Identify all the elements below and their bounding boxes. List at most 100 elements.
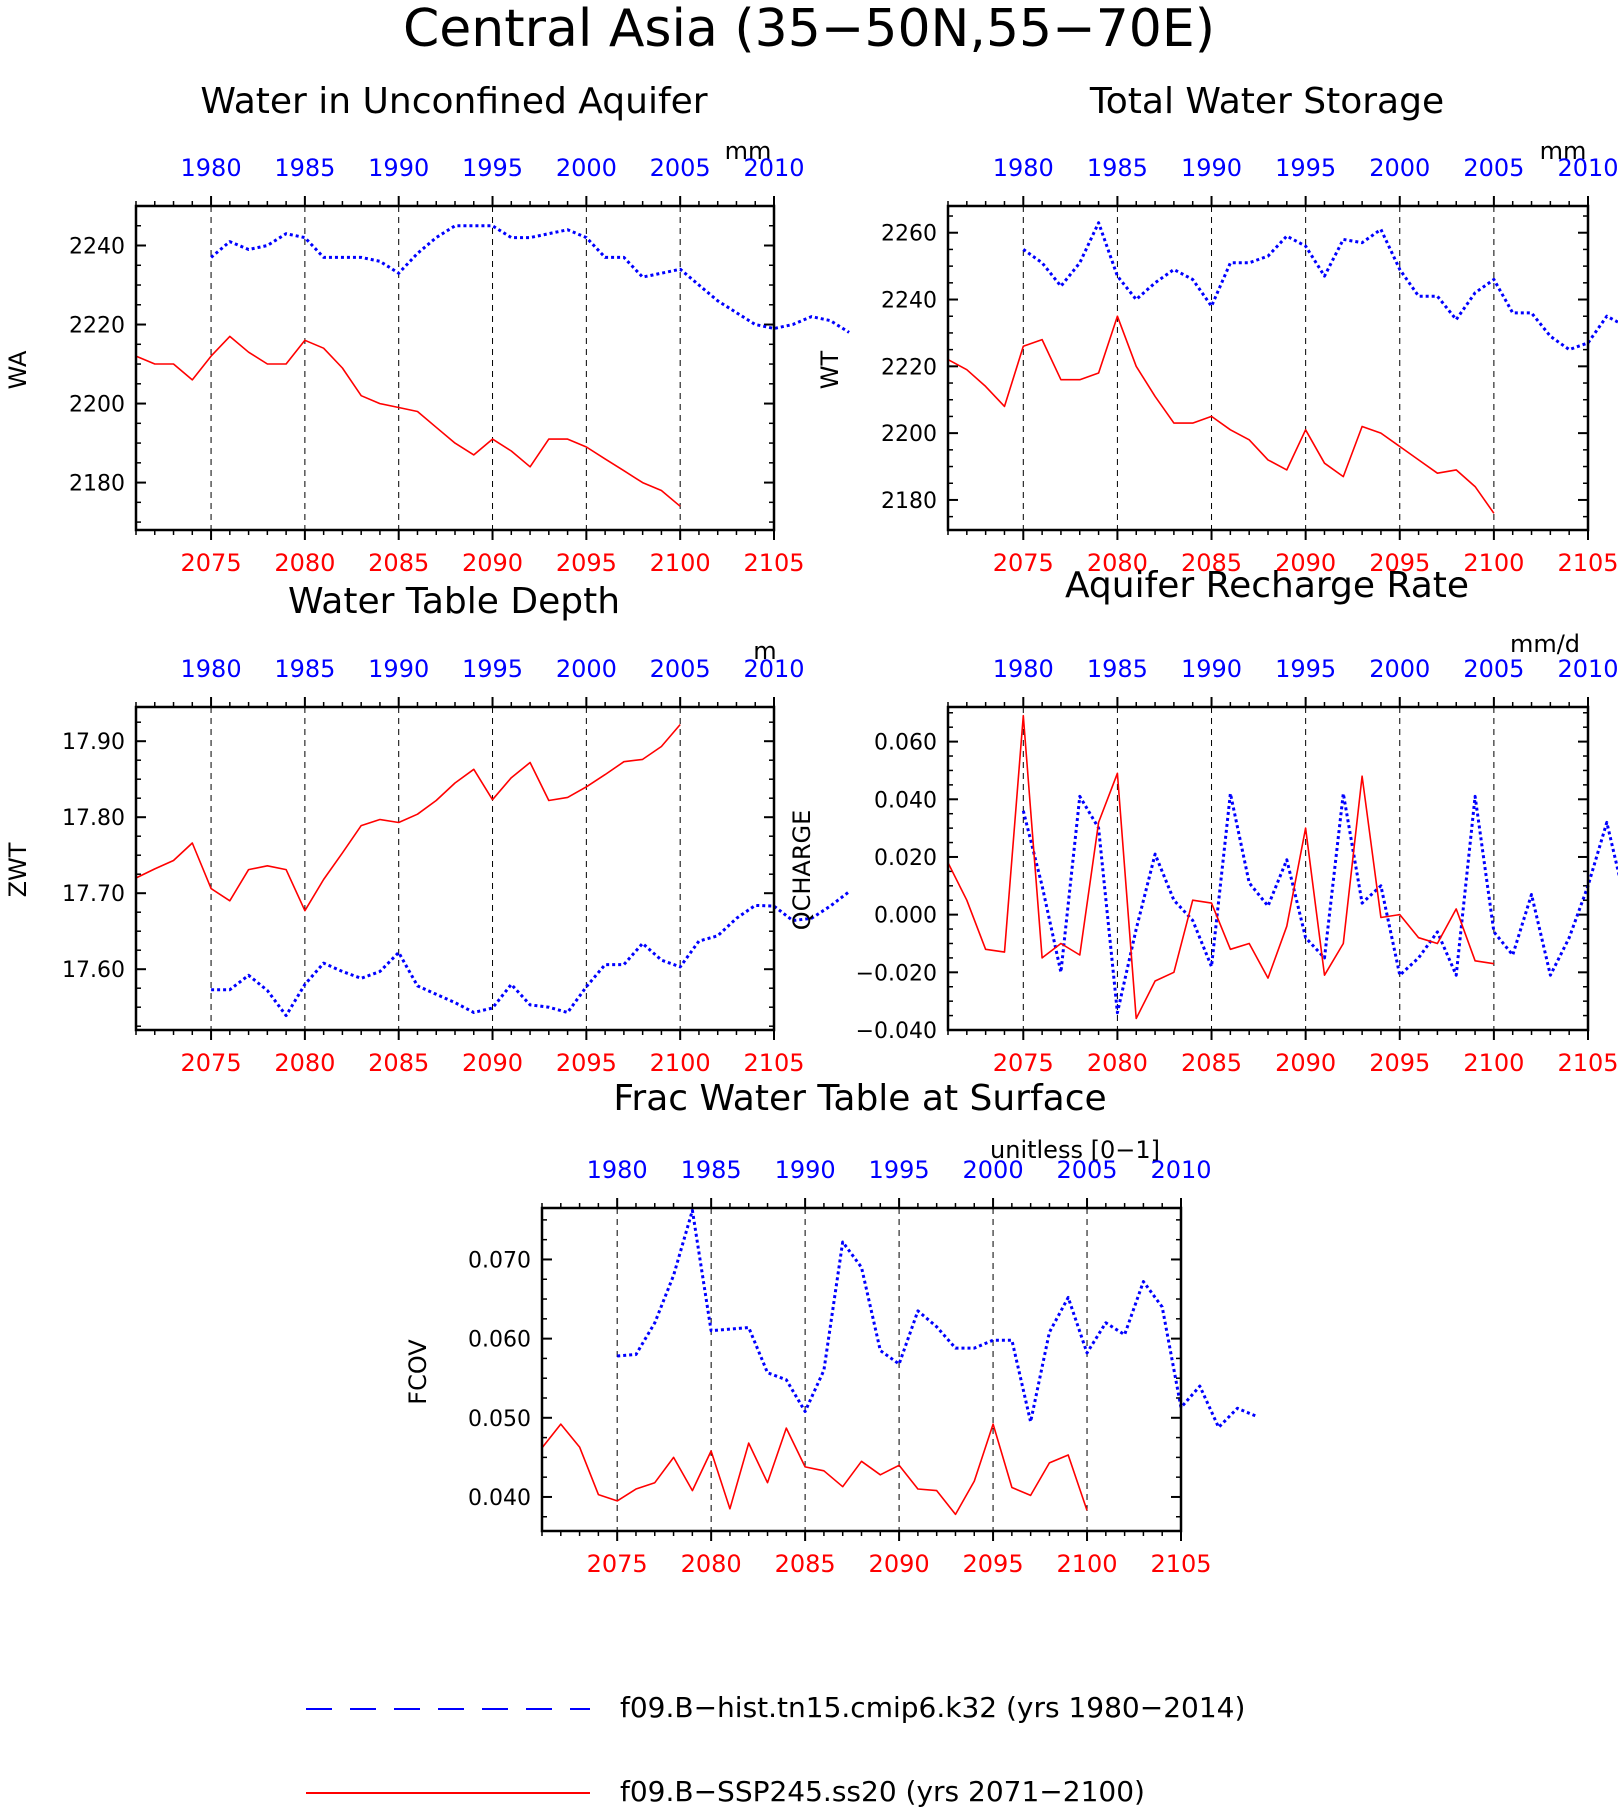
y-tick-label: 0.000 xyxy=(874,904,937,929)
plot-frame xyxy=(134,705,776,1032)
y-tick-label: 2200 xyxy=(69,393,125,418)
x-tick-label: 2090 xyxy=(462,549,523,577)
top-x-tick-label: 2010 xyxy=(1150,1156,1211,1184)
y-tick-label: 0.060 xyxy=(874,731,937,756)
plot-area: 2075 2080 2085 2090 2095 2100 2105 1980 1985 1990… xyxy=(881,154,1618,577)
y-axis-label: WA xyxy=(4,350,32,389)
top-x-tick-label: 1990 xyxy=(368,655,429,683)
plot-area: 2075 2080 2085 2090 2095 2100 2105 1980 1985 1990… xyxy=(69,154,850,577)
top-x-tick-label: 1980 xyxy=(993,655,1054,683)
series-line-ssp xyxy=(135,335,681,507)
top-x-tick-label: 1980 xyxy=(181,154,242,182)
series-line-ssp xyxy=(135,723,681,912)
x-tick-label: 2085 xyxy=(1181,549,1242,577)
y-axis-label: WT xyxy=(816,350,844,389)
y-tick-label: 2220 xyxy=(881,355,937,380)
plot-frame xyxy=(946,705,1590,1032)
top-x-tick-label: 1980 xyxy=(181,655,242,683)
top-x-tick-label: 1985 xyxy=(1087,154,1148,182)
y-tick-label: −0.040 xyxy=(856,1019,937,1044)
figure-title: Central Asia (35−50N,55−70E) xyxy=(403,0,1215,59)
x-tick-label: 2080 xyxy=(681,1550,742,1578)
y-tick-label: 0.070 xyxy=(468,1248,531,1273)
x-tick-label: 2100 xyxy=(1463,1049,1524,1077)
series-line-hist xyxy=(210,224,850,334)
panel-title: Water Table Depth xyxy=(288,581,620,622)
plot-area: 2075 2080 2085 2090 2095 2100 2105 1980 1985 1990… xyxy=(468,1156,1257,1578)
x-tick-label: 2095 xyxy=(1369,549,1430,577)
x-tick-label: 2105 xyxy=(743,1049,804,1077)
x-tick-label: 2095 xyxy=(556,549,617,577)
x-tick-label: 2100 xyxy=(1463,549,1524,577)
units-label: mm/d xyxy=(1510,630,1580,658)
top-x-tick-label: 2000 xyxy=(963,1156,1024,1184)
x-tick-label: 2075 xyxy=(587,1550,648,1578)
x-tick-label: 2105 xyxy=(743,549,804,577)
top-x-tick-label: 1990 xyxy=(1181,655,1242,683)
panel-qcharge: Aquifer Recharge Rate mm/d QCHARGE 2075 2… xyxy=(788,565,1618,1077)
y-tick-label: 17.60 xyxy=(62,958,125,983)
y-tick-label: −0.020 xyxy=(856,961,937,986)
top-x-tick-label: 1995 xyxy=(869,1156,930,1184)
units-label: m xyxy=(753,637,776,665)
top-x-tick-label: 2010 xyxy=(743,154,804,182)
y-tick-label: 0.040 xyxy=(874,788,937,813)
top-x-tick-label: 2000 xyxy=(556,655,617,683)
panel-wt: Total Water Storage mm WT 2075 2080 2085 20… xyxy=(816,81,1618,577)
y-tick-label: 2260 xyxy=(881,222,937,247)
legend-label-hist: f09.B−hist.tn15.cmip6.k32 (yrs 1980−2014… xyxy=(620,1691,1245,1724)
series-line-hist xyxy=(1021,792,1618,1015)
panel-fcov: Frac Water Table at Surface unitless [0−… xyxy=(404,1078,1257,1578)
x-tick-label: 2080 xyxy=(1087,549,1148,577)
y-tick-label: 17.90 xyxy=(62,730,125,755)
x-tick-label: 2075 xyxy=(181,1049,242,1077)
top-x-tick-label: 1985 xyxy=(1087,655,1148,683)
y-tick-label: 2240 xyxy=(881,289,937,314)
top-x-tick-label: 2005 xyxy=(1463,154,1524,182)
y-tick-label: 0.040 xyxy=(468,1486,531,1511)
plot-frame xyxy=(540,1206,1183,1533)
plot-area: 2075 2080 2085 2090 2095 2100 2105 1980 1985 1990… xyxy=(62,655,851,1077)
panel-title: Total Water Storage xyxy=(1089,81,1444,122)
x-tick-label: 2105 xyxy=(1557,549,1618,577)
y-axis-label: FCOV xyxy=(404,1339,432,1405)
y-tick-label: 17.80 xyxy=(62,806,125,831)
top-x-tick-label: 1990 xyxy=(368,154,429,182)
plot-frame xyxy=(946,204,1590,532)
top-x-tick-label: 2005 xyxy=(650,655,711,683)
plot-area: 2075 2080 2085 2090 2095 2100 2105 1980 1985 1990… xyxy=(856,655,1618,1077)
top-x-tick-label: 2000 xyxy=(1369,655,1430,683)
x-tick-label: 2100 xyxy=(650,549,711,577)
x-tick-label: 2090 xyxy=(1275,549,1336,577)
panel-wa: Water in Unconfined Aquifer mm WA 2075 20… xyxy=(4,81,850,577)
top-x-tick-label: 2010 xyxy=(1557,655,1618,683)
top-x-tick-label: 2010 xyxy=(1557,154,1618,182)
top-x-tick-label: 2005 xyxy=(650,154,711,182)
panel-zwt: Water Table Depth m ZWT 2075 2080 2085 2090… xyxy=(4,581,851,1077)
panel-title: Aquifer Recharge Rate xyxy=(1065,565,1469,606)
x-tick-label: 2085 xyxy=(1181,1049,1242,1077)
top-x-tick-label: 1980 xyxy=(993,154,1054,182)
plot-frame xyxy=(134,204,776,532)
series-line-ssp xyxy=(541,1423,1088,1516)
x-tick-label: 2095 xyxy=(1369,1049,1430,1077)
top-x-tick-label: 1990 xyxy=(775,1156,836,1184)
y-axis-label: QCHARGE xyxy=(788,810,816,931)
x-tick-label: 2075 xyxy=(993,549,1054,577)
top-x-tick-label: 1985 xyxy=(274,655,335,683)
x-tick-label: 2095 xyxy=(556,1049,617,1077)
series-line-ssp xyxy=(947,714,1495,1020)
x-tick-label: 2080 xyxy=(274,549,335,577)
series-line-ssp xyxy=(947,315,1495,514)
x-tick-label: 2085 xyxy=(368,1049,429,1077)
y-tick-label: 0.060 xyxy=(468,1328,531,1353)
x-tick-label: 2100 xyxy=(1056,1550,1117,1578)
top-x-tick-label: 1995 xyxy=(1275,655,1336,683)
top-x-tick-label: 1995 xyxy=(462,655,523,683)
top-x-tick-label: 1980 xyxy=(587,1156,648,1184)
x-tick-label: 2090 xyxy=(1275,1049,1336,1077)
top-x-tick-label: 1995 xyxy=(1275,154,1336,182)
top-x-tick-label: 1995 xyxy=(462,154,523,182)
x-tick-label: 2080 xyxy=(1087,1049,1148,1077)
